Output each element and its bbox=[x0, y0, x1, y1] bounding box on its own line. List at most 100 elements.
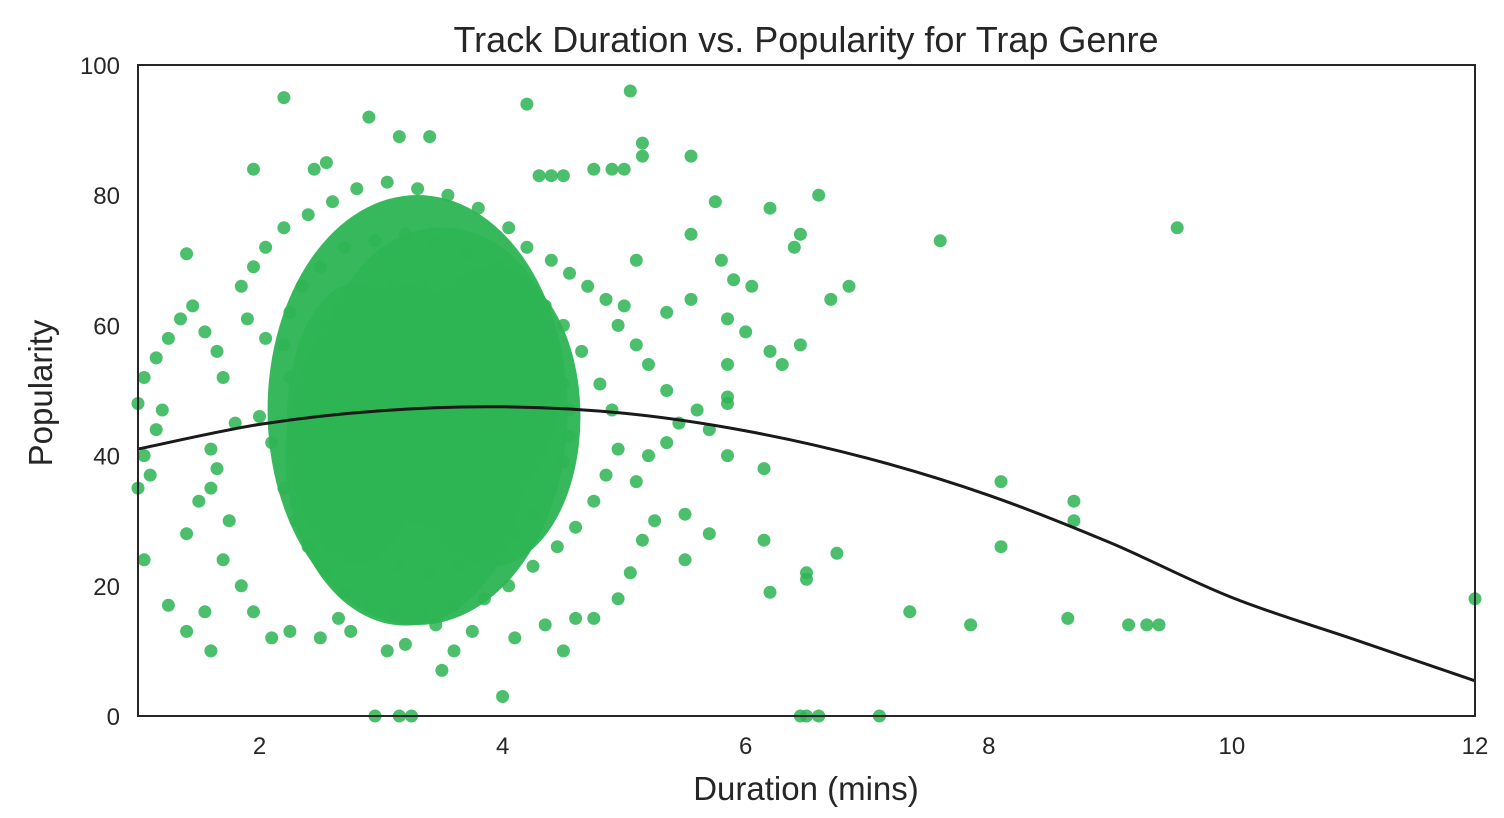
data-point bbox=[721, 397, 734, 410]
data-point bbox=[635, 149, 649, 163]
data-point bbox=[520, 240, 534, 254]
dense-point-region bbox=[286, 283, 427, 564]
data-point bbox=[216, 553, 230, 567]
y-tick-label: 80 bbox=[93, 183, 120, 210]
data-point bbox=[714, 253, 728, 267]
data-point bbox=[180, 624, 194, 638]
data-point bbox=[793, 338, 807, 352]
data-point bbox=[301, 208, 315, 222]
data-point bbox=[204, 442, 218, 456]
data-point bbox=[137, 371, 151, 384]
data-point bbox=[757, 462, 771, 476]
data-point bbox=[569, 520, 583, 534]
data-point bbox=[611, 592, 625, 606]
data-point bbox=[143, 468, 157, 482]
data-point bbox=[623, 84, 637, 98]
data-point bbox=[471, 201, 485, 215]
dense-point-region bbox=[400, 266, 581, 567]
x-tick-label: 4 bbox=[496, 733, 509, 760]
data-point bbox=[623, 566, 637, 580]
data-point bbox=[149, 351, 163, 365]
data-point bbox=[502, 221, 516, 235]
data-point bbox=[447, 644, 461, 658]
data-point bbox=[635, 136, 649, 150]
data-point bbox=[441, 188, 455, 202]
data-point bbox=[520, 97, 534, 111]
data-point bbox=[216, 371, 230, 384]
data-point bbox=[398, 637, 412, 651]
data-point bbox=[702, 527, 716, 541]
data-point bbox=[587, 494, 601, 508]
data-point bbox=[660, 384, 674, 397]
data-point bbox=[550, 540, 564, 554]
data-point bbox=[964, 618, 978, 632]
x-tick-label: 12 bbox=[1462, 733, 1489, 760]
data-point bbox=[544, 253, 558, 267]
data-point bbox=[210, 462, 224, 476]
y-tick-label: 20 bbox=[93, 574, 120, 601]
data-point bbox=[259, 240, 273, 254]
data-point bbox=[787, 240, 801, 254]
data-point bbox=[617, 299, 631, 313]
data-point bbox=[824, 292, 838, 306]
data-point bbox=[240, 312, 254, 326]
data-point bbox=[186, 299, 200, 313]
data-point bbox=[587, 611, 601, 625]
data-point bbox=[599, 468, 613, 482]
data-point bbox=[994, 540, 1008, 554]
data-point bbox=[350, 182, 364, 196]
data-point bbox=[228, 416, 242, 430]
data-point bbox=[763, 201, 777, 215]
data-point bbox=[569, 611, 583, 625]
data-point bbox=[800, 572, 813, 586]
data-point bbox=[326, 195, 339, 209]
data-point bbox=[763, 585, 777, 599]
x-axis-label: Duration (mins) bbox=[693, 770, 919, 807]
y-axis-ticks: 0 20 40 60 80 100 bbox=[80, 53, 120, 731]
data-point bbox=[259, 331, 273, 345]
data-point bbox=[210, 344, 224, 358]
data-point bbox=[344, 624, 358, 638]
data-point bbox=[757, 533, 771, 547]
data-point bbox=[1152, 618, 1166, 632]
data-point bbox=[563, 266, 576, 280]
data-point bbox=[617, 162, 631, 176]
y-tick-label: 0 bbox=[107, 704, 120, 731]
data-point bbox=[380, 644, 394, 658]
data-point bbox=[593, 377, 607, 391]
data-point bbox=[903, 605, 917, 619]
data-point bbox=[222, 514, 236, 528]
plot-frame bbox=[137, 64, 1476, 717]
data-point bbox=[793, 227, 807, 241]
data-point bbox=[721, 449, 734, 463]
data-point bbox=[556, 644, 570, 658]
data-point bbox=[629, 253, 643, 267]
data-point bbox=[508, 631, 522, 645]
x-tick-label: 2 bbox=[253, 733, 266, 760]
data-point bbox=[247, 162, 260, 176]
data-point bbox=[556, 169, 570, 183]
y-tick-label: 40 bbox=[93, 444, 120, 471]
data-point bbox=[611, 442, 625, 456]
data-point bbox=[812, 188, 826, 202]
data-point bbox=[684, 149, 698, 163]
data-point bbox=[587, 162, 601, 176]
data-point bbox=[362, 110, 376, 124]
fit-line bbox=[137, 405, 1476, 683]
data-point bbox=[1067, 514, 1081, 528]
data-point bbox=[605, 162, 619, 176]
data-point bbox=[277, 91, 291, 105]
data-point bbox=[745, 279, 759, 293]
y-axis-label: Popularity bbox=[22, 319, 59, 466]
data-point bbox=[581, 279, 595, 293]
data-point bbox=[435, 663, 449, 677]
data-point bbox=[1061, 611, 1075, 625]
data-point bbox=[678, 553, 692, 567]
data-point bbox=[247, 260, 260, 274]
data-point bbox=[307, 162, 321, 176]
data-point bbox=[1170, 221, 1184, 235]
data-point bbox=[727, 273, 741, 287]
data-point bbox=[629, 338, 643, 352]
data-point bbox=[180, 247, 194, 261]
